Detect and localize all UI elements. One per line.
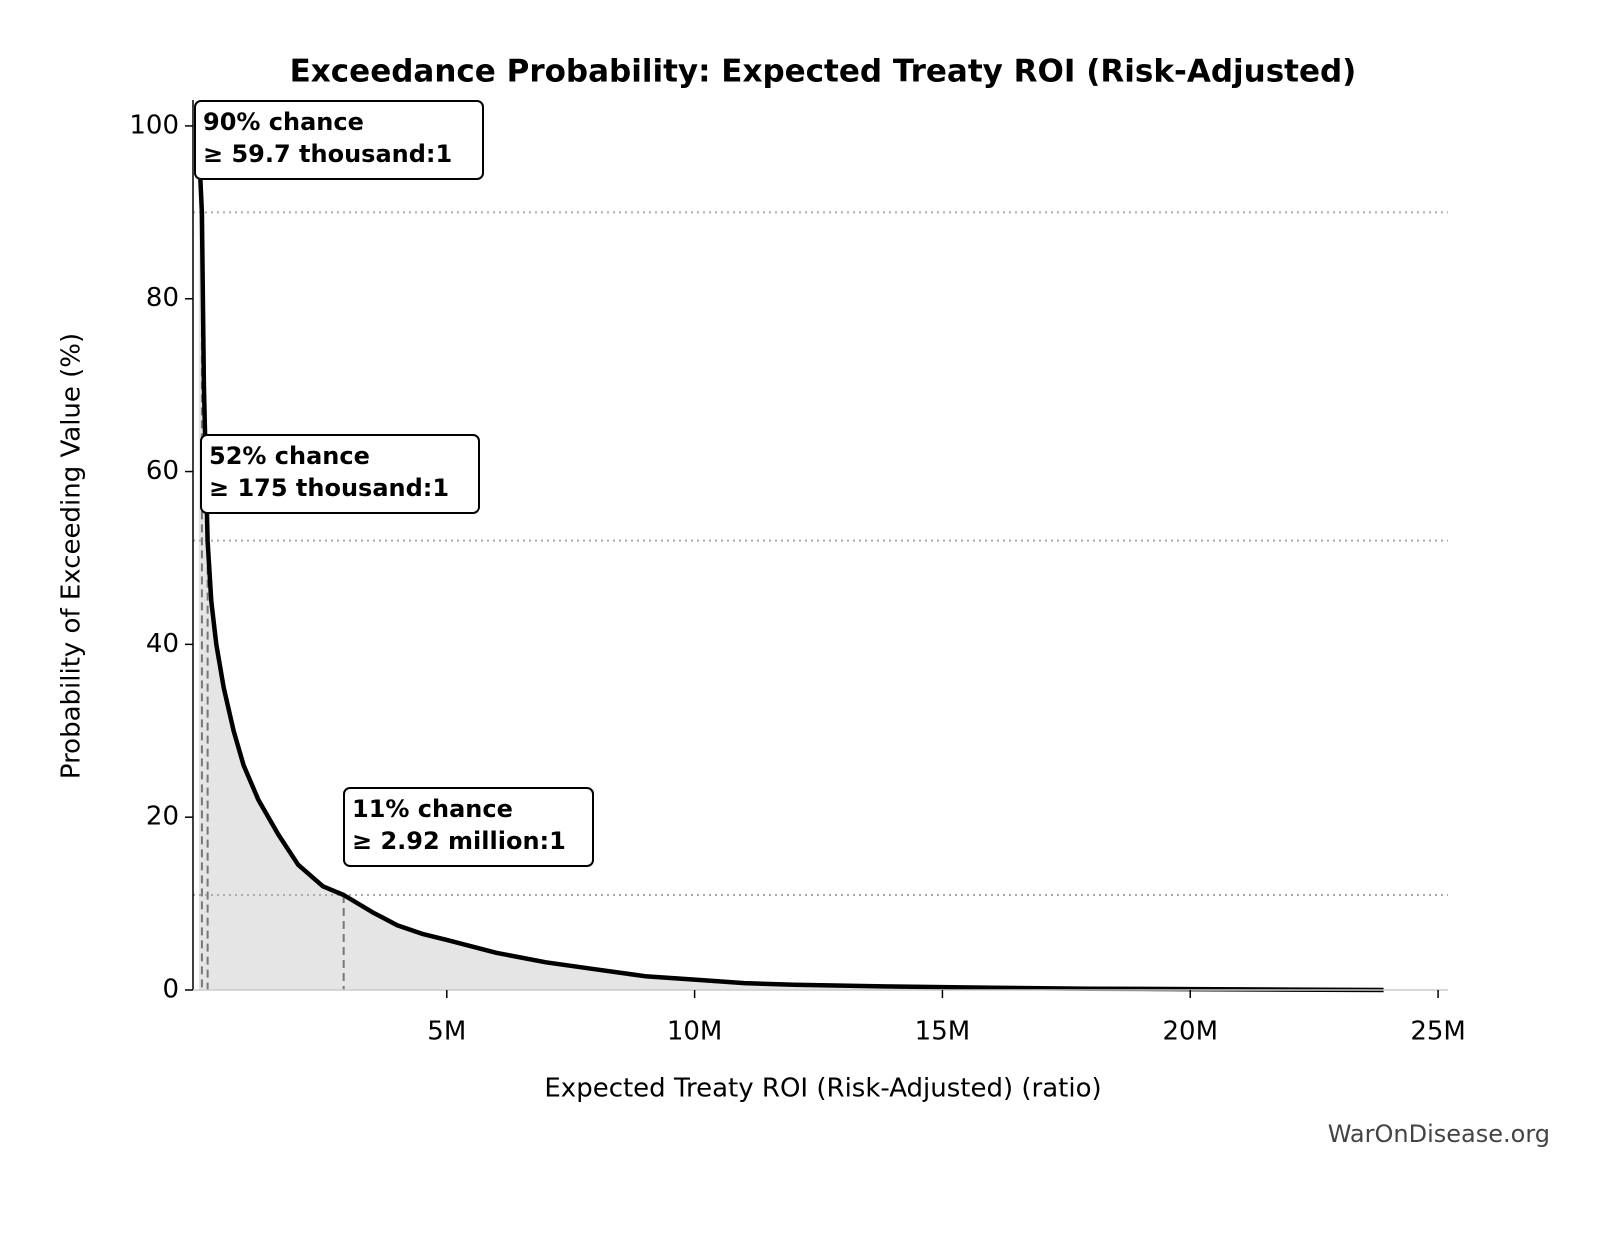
y-tick-label: 40 <box>146 629 179 659</box>
area <box>198 125 1384 990</box>
y-tick-label: 60 <box>146 456 179 486</box>
watermark: WarOnDisease.org <box>1328 1120 1550 1148</box>
x-tick-label: 5M <box>427 1017 466 1047</box>
y-tick-label: 80 <box>146 283 179 313</box>
x-tick-label: 15M <box>915 1017 971 1047</box>
annotation-text: 52% chance <box>209 442 370 470</box>
line <box>196 125 1384 993</box>
plot <box>198 125 1384 990</box>
chart-title: Exceedance Probability: Expected Treaty … <box>290 54 1357 90</box>
y-tick-label: 0 <box>162 975 179 1005</box>
annotation-text: 11% chance <box>352 795 513 823</box>
annotation-box <box>343 787 594 867</box>
y-axis-label: Probability of Exceeding Value (%) <box>57 333 87 779</box>
x-tick-label: 20M <box>1162 1017 1218 1047</box>
y-tick-label: 100 <box>129 110 179 140</box>
x-tick-label: 10M <box>667 1017 723 1047</box>
annotation-text: ≥ 59.7 thousand:1 <box>203 140 452 168</box>
x-axis-label: Expected Treaty ROI (Risk-Adjusted) (rat… <box>544 1074 1101 1104</box>
annotation-text: ≥ 175 thousand:1 <box>209 474 449 502</box>
annotation-box <box>200 434 480 514</box>
y-tick-label: 20 <box>146 802 179 832</box>
annotation-text: 90% chance <box>203 108 364 136</box>
annotation-text: ≥ 2.92 million:1 <box>352 827 566 855</box>
x-tick-label: 25M <box>1410 1017 1466 1047</box>
annotation-box <box>194 100 484 180</box>
